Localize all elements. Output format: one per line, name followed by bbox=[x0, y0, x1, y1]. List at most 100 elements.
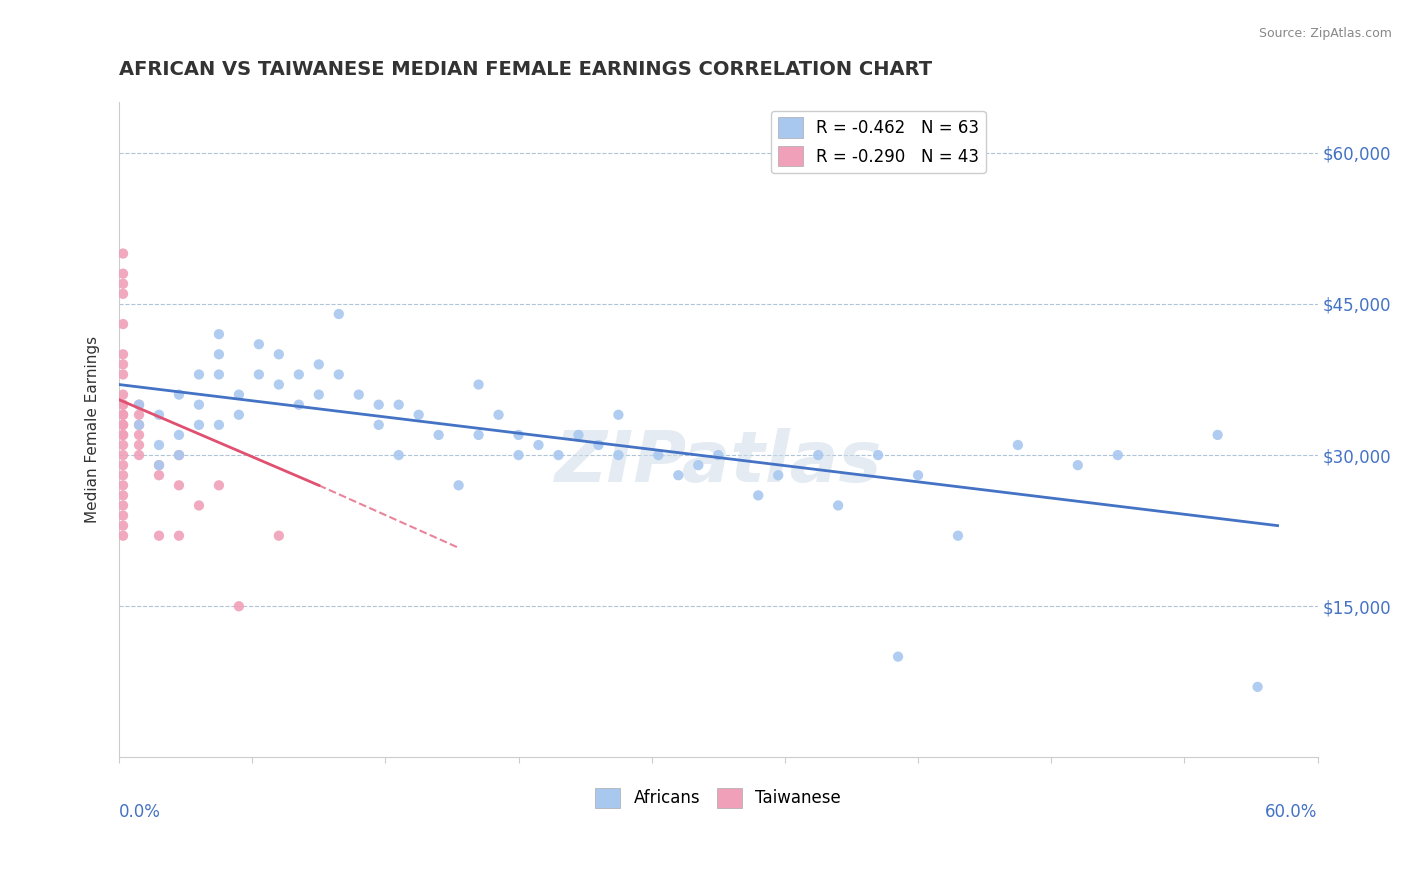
Point bbox=[167, 478, 190, 492]
Point bbox=[267, 529, 290, 543]
Point bbox=[567, 428, 589, 442]
Point bbox=[208, 368, 231, 382]
Point bbox=[128, 448, 150, 462]
Text: ZIPatlas: ZIPatlas bbox=[554, 428, 882, 497]
Point bbox=[128, 438, 150, 452]
Point bbox=[766, 468, 789, 483]
Point bbox=[112, 448, 135, 462]
Point bbox=[666, 468, 689, 483]
Point bbox=[208, 347, 231, 361]
Point bbox=[148, 529, 170, 543]
Point bbox=[267, 377, 290, 392]
Point bbox=[187, 499, 209, 513]
Point bbox=[112, 368, 135, 382]
Point bbox=[128, 417, 150, 432]
Point bbox=[447, 478, 470, 492]
Point bbox=[827, 499, 849, 513]
Point bbox=[167, 529, 190, 543]
Point bbox=[647, 448, 669, 462]
Point bbox=[112, 478, 135, 492]
Point bbox=[707, 448, 730, 462]
Point bbox=[427, 428, 450, 442]
Point bbox=[148, 468, 170, 483]
Point bbox=[868, 448, 890, 462]
Point bbox=[128, 417, 150, 432]
Point bbox=[112, 398, 135, 412]
Point bbox=[688, 458, 710, 472]
Point bbox=[112, 518, 135, 533]
Point bbox=[112, 529, 135, 543]
Point bbox=[112, 408, 135, 422]
Point bbox=[288, 398, 311, 412]
Point bbox=[288, 368, 311, 382]
Point bbox=[187, 368, 209, 382]
Legend: Africans, Taiwanese: Africans, Taiwanese bbox=[589, 780, 848, 814]
Point bbox=[228, 599, 250, 614]
Point bbox=[112, 428, 135, 442]
Point bbox=[1206, 428, 1229, 442]
Point bbox=[388, 398, 411, 412]
Point bbox=[527, 438, 550, 452]
Point bbox=[308, 387, 330, 401]
Point bbox=[247, 368, 270, 382]
Point bbox=[112, 267, 135, 281]
Point bbox=[112, 468, 135, 483]
Point bbox=[328, 368, 350, 382]
Point bbox=[112, 499, 135, 513]
Point bbox=[128, 408, 150, 422]
Point bbox=[167, 387, 190, 401]
Point bbox=[112, 317, 135, 331]
Point bbox=[112, 286, 135, 301]
Text: Source: ZipAtlas.com: Source: ZipAtlas.com bbox=[1258, 27, 1392, 40]
Point bbox=[128, 398, 150, 412]
Point bbox=[946, 529, 969, 543]
Point bbox=[488, 408, 510, 422]
Point bbox=[112, 277, 135, 291]
Point bbox=[112, 347, 135, 361]
Point bbox=[347, 387, 370, 401]
Point bbox=[607, 448, 630, 462]
Point bbox=[1246, 680, 1268, 694]
Point bbox=[208, 417, 231, 432]
Point bbox=[187, 417, 209, 432]
Point bbox=[112, 387, 135, 401]
Point bbox=[128, 398, 150, 412]
Text: 0.0%: 0.0% bbox=[120, 804, 160, 822]
Point bbox=[508, 428, 530, 442]
Point bbox=[112, 408, 135, 422]
Point bbox=[187, 398, 209, 412]
Point bbox=[148, 438, 170, 452]
Point bbox=[167, 428, 190, 442]
Point bbox=[167, 448, 190, 462]
Point bbox=[247, 337, 270, 351]
Point bbox=[1007, 438, 1029, 452]
Text: AFRICAN VS TAIWANESE MEDIAN FEMALE EARNINGS CORRELATION CHART: AFRICAN VS TAIWANESE MEDIAN FEMALE EARNI… bbox=[120, 60, 932, 78]
Point bbox=[367, 417, 389, 432]
Point bbox=[112, 417, 135, 432]
Text: 60.0%: 60.0% bbox=[1265, 804, 1317, 822]
Point bbox=[112, 398, 135, 412]
Point bbox=[167, 448, 190, 462]
Point bbox=[367, 398, 389, 412]
Point bbox=[607, 408, 630, 422]
Point bbox=[112, 246, 135, 260]
Point bbox=[508, 448, 530, 462]
Point bbox=[228, 408, 250, 422]
Point bbox=[308, 358, 330, 372]
Point bbox=[148, 458, 170, 472]
Point bbox=[267, 347, 290, 361]
Point bbox=[208, 478, 231, 492]
Point bbox=[112, 488, 135, 502]
Point bbox=[747, 488, 769, 502]
Point bbox=[907, 468, 929, 483]
Point bbox=[588, 438, 610, 452]
Point bbox=[388, 448, 411, 462]
Point bbox=[112, 428, 135, 442]
Point bbox=[807, 448, 830, 462]
Point bbox=[148, 458, 170, 472]
Point bbox=[547, 448, 569, 462]
Point bbox=[467, 377, 489, 392]
Point bbox=[328, 307, 350, 321]
Y-axis label: Median Female Earnings: Median Female Earnings bbox=[86, 336, 100, 524]
Point bbox=[112, 508, 135, 523]
